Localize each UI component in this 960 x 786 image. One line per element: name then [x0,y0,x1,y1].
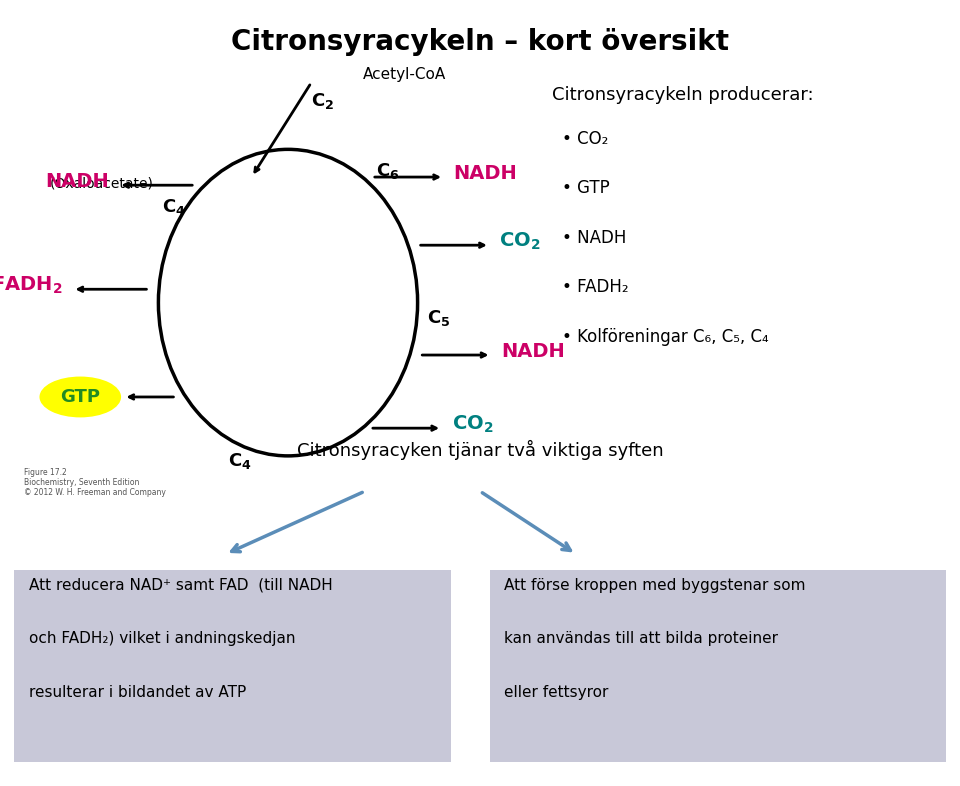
FancyBboxPatch shape [490,570,946,762]
Text: Citronsyracykeln producerar:: Citronsyracykeln producerar: [552,86,814,105]
Text: $\mathbf{CO_2}$: $\mathbf{CO_2}$ [451,413,493,435]
Text: GTP: GTP [60,388,100,406]
Text: • GTP: • GTP [562,179,610,197]
Text: $\mathbf{C_6}$: $\mathbf{C_6}$ [376,161,399,182]
Text: NADH: NADH [453,163,517,182]
Text: Citronsyracykeln – kort översikt: Citronsyracykeln – kort översikt [231,28,729,56]
Text: resulterar i bildandet av ATP: resulterar i bildandet av ATP [29,685,246,700]
Text: $\mathbf{C_4}$: $\mathbf{C_4}$ [228,451,252,471]
Text: • NADH: • NADH [562,229,626,247]
Text: Figure 17.2
Biochemistry, Seventh Edition
© 2012 W. H. Freeman and Company: Figure 17.2 Biochemistry, Seventh Editio… [24,468,166,498]
Text: • CO₂: • CO₂ [562,130,608,148]
Text: Acetyl-CoA: Acetyl-CoA [363,67,446,83]
Text: Citronsyracyken tjänar två viktiga syften: Citronsyracyken tjänar två viktiga syfte… [297,440,663,461]
Text: (Oxaloacetate): (Oxaloacetate) [50,176,154,190]
Ellipse shape [39,376,121,417]
Text: NADH: NADH [45,172,108,191]
Text: $\mathbf{C_5}$: $\mathbf{C_5}$ [426,308,450,328]
Text: och FADH₂) vilket i andningskedjan: och FADH₂) vilket i andningskedjan [29,631,296,646]
Text: $\mathbf{FADH_2}$: $\mathbf{FADH_2}$ [0,274,63,296]
Text: • FADH₂: • FADH₂ [562,278,628,296]
Text: kan användas till att bilda proteiner: kan användas till att bilda proteiner [504,631,778,646]
Text: • Kolföreningar C₆, C₅, C₄: • Kolföreningar C₆, C₅, C₄ [562,328,768,346]
Text: $\mathbf{CO_2}$: $\mathbf{CO_2}$ [499,230,540,252]
Text: eller fettsyror: eller fettsyror [504,685,609,700]
Text: Att reducera NAD⁺ samt FAD  (till NADH: Att reducera NAD⁺ samt FAD (till NADH [29,578,332,593]
Text: $\mathbf{C_4}$: $\mathbf{C_4}$ [161,197,185,218]
Text: Att förse kroppen med byggstenar som: Att förse kroppen med byggstenar som [504,578,805,593]
Text: $\mathbf{C_2}$: $\mathbf{C_2}$ [311,90,334,111]
Text: NADH: NADH [501,342,564,361]
FancyBboxPatch shape [14,570,451,762]
